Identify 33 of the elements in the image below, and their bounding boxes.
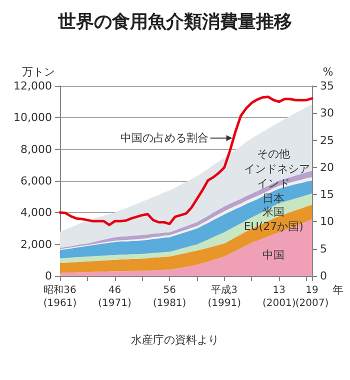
y2-tick-label: 5 bbox=[320, 242, 327, 256]
series-label: 米国 bbox=[262, 206, 285, 219]
series-label: 中国 bbox=[262, 248, 285, 262]
y-tick-label: 8,000 bbox=[20, 142, 52, 156]
y-tick-label: 10,000 bbox=[14, 111, 52, 124]
x-tick-label: 46 (1971) bbox=[98, 285, 132, 309]
chart-title: 世界の食用魚介類消費量推移 bbox=[57, 12, 292, 32]
y2-tick-label: 20 bbox=[320, 160, 334, 174]
series-label: 日本 bbox=[262, 192, 285, 205]
x-tick-label: 56 (1981) bbox=[152, 285, 186, 309]
y2-axis-title: % bbox=[322, 66, 334, 78]
series-label: その他 bbox=[257, 148, 290, 161]
y2-tick-label: 35 bbox=[320, 80, 334, 92]
text: 水産庁の資料より bbox=[131, 334, 219, 346]
y-tick-label: 4,000 bbox=[20, 206, 52, 220]
y-tick-label: 2,000 bbox=[20, 238, 52, 251]
x-tick-label: 平成3 (1991) bbox=[208, 284, 242, 309]
y2-tick-label: 30 bbox=[320, 106, 334, 120]
series-label: インド bbox=[257, 177, 290, 190]
y2-tick-label: 15 bbox=[320, 188, 334, 202]
x-axis-title: 年 bbox=[332, 284, 344, 296]
y-tick-label: 12,000 bbox=[14, 80, 52, 92]
y-tick-label: 0 bbox=[45, 270, 52, 282]
x-tick-label: 昭和36 (1961) bbox=[43, 284, 77, 309]
y2-tick-label: 25 bbox=[320, 134, 334, 147]
y2-tick-label: 0 bbox=[320, 270, 327, 282]
y2-tick-label: 10 bbox=[320, 215, 334, 228]
text: 中国の占める割合 bbox=[120, 132, 208, 145]
x-tick-label: 13 (2001) bbox=[262, 285, 296, 309]
y-tick-label: 6,000 bbox=[20, 174, 52, 188]
x-tick-label: 19 (2007) bbox=[295, 285, 329, 309]
y-axis-title: 万トン bbox=[22, 66, 55, 78]
series-label: インドネシア bbox=[244, 162, 310, 176]
